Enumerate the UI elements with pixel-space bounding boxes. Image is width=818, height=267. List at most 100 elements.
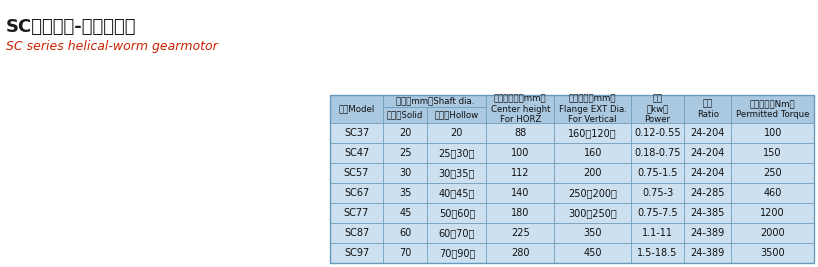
- Bar: [330, 183, 383, 203]
- Bar: [631, 143, 684, 163]
- Bar: [731, 203, 814, 223]
- Bar: [427, 107, 487, 123]
- Text: 140: 140: [511, 188, 529, 198]
- Bar: [383, 223, 427, 243]
- Bar: [631, 123, 684, 143]
- Text: 1200: 1200: [761, 208, 785, 218]
- Bar: [684, 123, 731, 143]
- Bar: [555, 183, 631, 203]
- Text: 20: 20: [399, 128, 411, 138]
- Bar: [684, 203, 731, 223]
- Bar: [487, 223, 555, 243]
- Text: 460: 460: [763, 188, 782, 198]
- Bar: [383, 183, 427, 203]
- Text: 24-204: 24-204: [690, 168, 725, 178]
- Bar: [427, 223, 487, 243]
- Text: 轴径（mm）Shaft dia.: 轴径（mm）Shaft dia.: [396, 96, 474, 105]
- Text: SC67: SC67: [344, 188, 369, 198]
- Text: 0.75-7.5: 0.75-7.5: [637, 208, 678, 218]
- Text: 2000: 2000: [761, 228, 785, 238]
- Text: 112: 112: [511, 168, 529, 178]
- Text: 70（90）: 70（90）: [438, 248, 475, 258]
- Bar: [684, 223, 731, 243]
- Text: 24-389: 24-389: [690, 248, 725, 258]
- Text: 280: 280: [511, 248, 529, 258]
- Bar: [383, 243, 427, 263]
- Text: SC97: SC97: [344, 248, 369, 258]
- Bar: [383, 95, 487, 107]
- Bar: [330, 163, 383, 183]
- Bar: [731, 143, 814, 163]
- Bar: [427, 143, 487, 163]
- Text: 250: 250: [763, 168, 782, 178]
- Text: 20: 20: [451, 128, 463, 138]
- Text: 0.75-1.5: 0.75-1.5: [637, 168, 678, 178]
- Bar: [487, 203, 555, 223]
- Bar: [383, 143, 427, 163]
- Text: 160（120）: 160（120）: [569, 128, 617, 138]
- Bar: [555, 95, 631, 123]
- Text: SC37: SC37: [344, 128, 369, 138]
- Bar: [427, 163, 487, 183]
- Text: 0.12-0.55: 0.12-0.55: [634, 128, 681, 138]
- Bar: [555, 203, 631, 223]
- Bar: [631, 163, 684, 183]
- Text: 200: 200: [583, 168, 602, 178]
- Bar: [487, 123, 555, 143]
- Text: 空心轴Hollow: 空心轴Hollow: [435, 111, 479, 120]
- Bar: [555, 243, 631, 263]
- Text: 法兰外圆（mm）
Flange EXT Dia.
For Vertical: 法兰外圆（mm） Flange EXT Dia. For Vertical: [559, 94, 627, 124]
- Bar: [487, 143, 555, 163]
- Text: 24-389: 24-389: [690, 228, 725, 238]
- Bar: [383, 107, 427, 123]
- Bar: [383, 163, 427, 183]
- Text: 0.18-0.75: 0.18-0.75: [634, 148, 681, 158]
- Text: 25: 25: [399, 148, 411, 158]
- Bar: [684, 95, 731, 123]
- Text: 225: 225: [511, 228, 530, 238]
- Text: 350: 350: [583, 228, 602, 238]
- Text: 300（250）: 300（250）: [569, 208, 617, 218]
- Text: 3500: 3500: [761, 248, 785, 258]
- Text: 0.75-3: 0.75-3: [642, 188, 673, 198]
- Bar: [427, 123, 487, 143]
- Text: 450: 450: [583, 248, 602, 258]
- Bar: [427, 243, 487, 263]
- Bar: [330, 243, 383, 263]
- Bar: [330, 123, 383, 143]
- Bar: [383, 123, 427, 143]
- Text: 速比
Ratio: 速比 Ratio: [697, 100, 719, 119]
- Bar: [684, 143, 731, 163]
- Text: SC77: SC77: [344, 208, 369, 218]
- Text: SC57: SC57: [344, 168, 369, 178]
- Text: 1.5-18.5: 1.5-18.5: [637, 248, 678, 258]
- Text: 24-285: 24-285: [690, 188, 725, 198]
- Text: 88: 88: [515, 128, 527, 138]
- Text: 100: 100: [763, 128, 782, 138]
- Text: 160: 160: [583, 148, 602, 158]
- Bar: [427, 203, 487, 223]
- Text: SC系列斜齿-蜗轮减速机: SC系列斜齿-蜗轮减速机: [6, 18, 137, 36]
- Text: 许用扭矩（Nm）
Permitted Torque: 许用扭矩（Nm） Permitted Torque: [736, 100, 810, 119]
- Bar: [330, 95, 814, 263]
- Bar: [731, 123, 814, 143]
- Bar: [731, 95, 814, 123]
- Bar: [731, 243, 814, 263]
- Text: 实心轴Solid: 实心轴Solid: [387, 111, 424, 120]
- Bar: [631, 203, 684, 223]
- Text: 功率
（kw）
Power: 功率 （kw） Power: [645, 94, 671, 124]
- Text: 180: 180: [511, 208, 529, 218]
- Text: 45: 45: [399, 208, 411, 218]
- Text: 35: 35: [399, 188, 411, 198]
- Bar: [731, 223, 814, 243]
- Bar: [731, 183, 814, 203]
- Text: 60: 60: [399, 228, 411, 238]
- Text: SC87: SC87: [344, 228, 369, 238]
- Bar: [330, 95, 383, 123]
- Bar: [487, 95, 555, 123]
- Bar: [731, 163, 814, 183]
- Bar: [330, 203, 383, 223]
- Text: SC series helical-worm gearmotor: SC series helical-worm gearmotor: [6, 40, 218, 53]
- Text: 40（45）: 40（45）: [438, 188, 475, 198]
- Text: 欧式中心高（mm）
Center height
For HORZ: 欧式中心高（mm） Center height For HORZ: [491, 94, 550, 124]
